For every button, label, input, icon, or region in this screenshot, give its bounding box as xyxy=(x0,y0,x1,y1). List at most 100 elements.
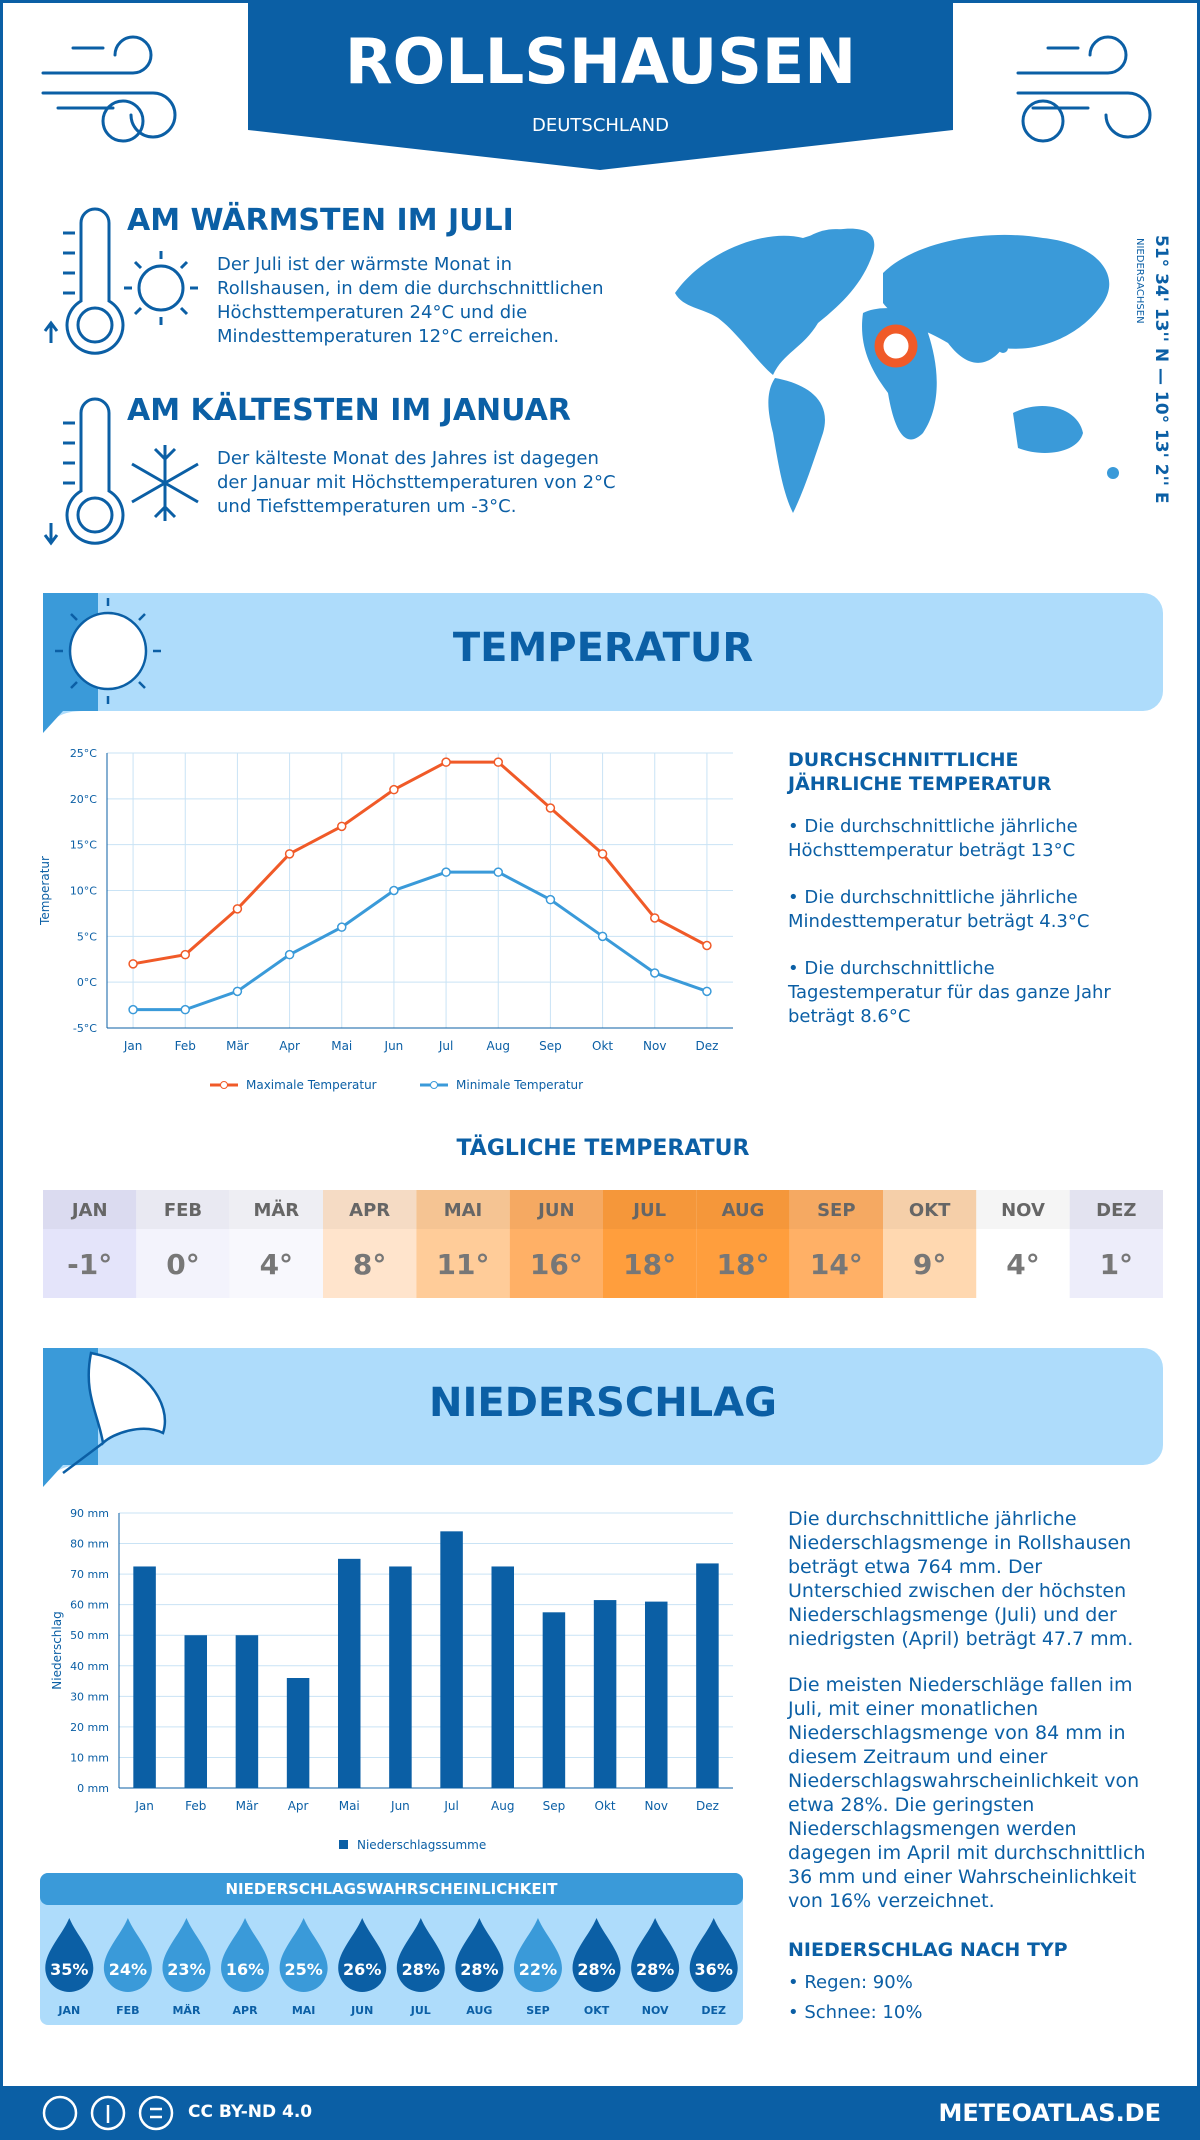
x-tick-label: Okt xyxy=(592,1039,613,1053)
temperature-summary-title: DURCHSCHNITTLICHE JÄHRLICHE TEMPERATUR xyxy=(788,749,1052,795)
month-value-cell xyxy=(1069,1229,1163,1298)
daily-temperature: 1° xyxy=(1100,1248,1133,1281)
month-label: JUN xyxy=(536,1200,574,1221)
daily-temperature: 11° xyxy=(437,1248,490,1281)
y-tick-label: 70 mm xyxy=(70,1568,109,1581)
bar xyxy=(184,1635,208,1788)
month-header-cell xyxy=(976,1190,1070,1229)
month-header-shade xyxy=(229,1190,323,1229)
drop xyxy=(396,1918,445,1992)
precipitation-title: NIEDERSCHLAG xyxy=(429,1380,777,1426)
legend-swatch xyxy=(339,1840,348,1849)
point xyxy=(284,949,295,960)
daily-temperature: 14° xyxy=(810,1248,863,1281)
footer-bar xyxy=(3,2086,1197,2137)
y-tick-label: 80 mm xyxy=(70,1538,109,1551)
bar xyxy=(337,1558,361,1788)
month-header-shade xyxy=(976,1190,1070,1229)
y-tick-label: 90 mm xyxy=(70,1507,109,1520)
month-header-shade xyxy=(1069,1190,1163,1229)
drop xyxy=(338,1918,387,1992)
month-label: DEZ xyxy=(1096,1200,1136,1221)
daily-temperature: 8° xyxy=(353,1248,386,1281)
y-tick-label: 10 mm xyxy=(70,1751,109,1764)
point xyxy=(441,867,451,877)
x-tick-label: Sep xyxy=(543,1799,566,1813)
artwork: -5°C 0°C 5°C 10°C 15°C 20°C 25°C Jan Feb Mär Apr Ma… xyxy=(3,3,1197,2137)
point xyxy=(389,784,399,795)
point xyxy=(545,894,556,905)
month-label: NOV xyxy=(1001,1200,1045,1221)
month-header-shade xyxy=(509,1190,603,1229)
probability-month: NOV xyxy=(642,2004,669,2017)
x-tick-label: Aug xyxy=(487,1039,510,1053)
x-tick-label: Jul xyxy=(443,1799,458,1813)
warmest-title: AM WÄRMSTEN IM JULI xyxy=(127,203,514,238)
bar xyxy=(235,1635,259,1788)
point xyxy=(180,1004,190,1015)
daily-temperature: 18° xyxy=(623,1248,676,1281)
point xyxy=(389,885,399,896)
y-tick-label: 20 mm xyxy=(70,1721,109,1734)
temperature-banner xyxy=(43,593,1163,733)
point xyxy=(128,959,138,969)
location-marker xyxy=(874,324,918,368)
thermometer-icons xyxy=(43,207,199,546)
month-header-cell xyxy=(696,1190,790,1229)
precipitation-type: • Schnee: 10% xyxy=(788,2002,923,2023)
legend-swatch xyxy=(430,1081,438,1089)
point xyxy=(441,757,451,767)
y-tick-label: 20°C xyxy=(70,793,97,806)
temperature-bullet: • Die durchschnittliche jährliche Mindes… xyxy=(788,887,1090,932)
country: DEUTSCHLAND xyxy=(531,115,669,136)
probability-month: JAN xyxy=(57,2004,80,2017)
daily-temperature: -1° xyxy=(67,1248,112,1281)
probability-value: 28% xyxy=(460,1960,498,1979)
bar xyxy=(286,1678,310,1788)
month-header-shade xyxy=(603,1190,697,1229)
month-header-shade xyxy=(789,1190,883,1229)
precipitation-banner xyxy=(43,1348,1163,1487)
month-header-shade xyxy=(43,1190,137,1229)
legend-swatch xyxy=(220,1081,228,1089)
month-value-cell xyxy=(229,1229,323,1298)
y-tick-label: 10°C xyxy=(70,885,97,898)
x-tick-label: Apr xyxy=(279,1039,300,1053)
month-header-shade xyxy=(323,1190,417,1229)
month-header-shade xyxy=(883,1190,977,1229)
month-value-cell xyxy=(136,1229,230,1298)
temperature-bullet: • Die durchschnittliche Tagestemperatur … xyxy=(788,958,1111,1027)
drop xyxy=(513,1918,562,1993)
month-header-cell xyxy=(1069,1190,1163,1229)
month-header-shade xyxy=(696,1190,790,1229)
daily-temperature: 9° xyxy=(913,1248,946,1281)
drop xyxy=(631,1918,680,1992)
point xyxy=(597,849,608,859)
month-label: AUG xyxy=(722,1200,765,1221)
point xyxy=(702,940,712,951)
month-label: SEP xyxy=(817,1200,855,1221)
bar xyxy=(440,1531,463,1788)
x-tick-label: Jul xyxy=(438,1039,453,1053)
bar xyxy=(389,1566,412,1788)
world-map xyxy=(675,228,1119,513)
month-label: MAI xyxy=(444,1200,483,1221)
point xyxy=(545,803,556,813)
month-label: JAN xyxy=(70,1200,108,1221)
probability-value: 36% xyxy=(695,1960,733,1979)
license: CC BY-ND 4.0 xyxy=(188,2102,313,2122)
point xyxy=(650,968,660,978)
y-tick-label: 0°C xyxy=(77,976,97,989)
precipitation-text: Die durchschnittliche jährliche Niedersc… xyxy=(788,1508,1134,1650)
month-value-cell xyxy=(696,1229,790,1298)
month-header-cell xyxy=(603,1190,697,1229)
probability-month: APR xyxy=(233,2004,259,2017)
banner-accent xyxy=(43,1348,98,1487)
drop xyxy=(572,1918,621,1992)
point xyxy=(284,849,295,859)
y-tick-label: 30 mm xyxy=(70,1690,109,1703)
probability-month: JUL xyxy=(410,2004,431,2017)
bar xyxy=(593,1600,617,1788)
